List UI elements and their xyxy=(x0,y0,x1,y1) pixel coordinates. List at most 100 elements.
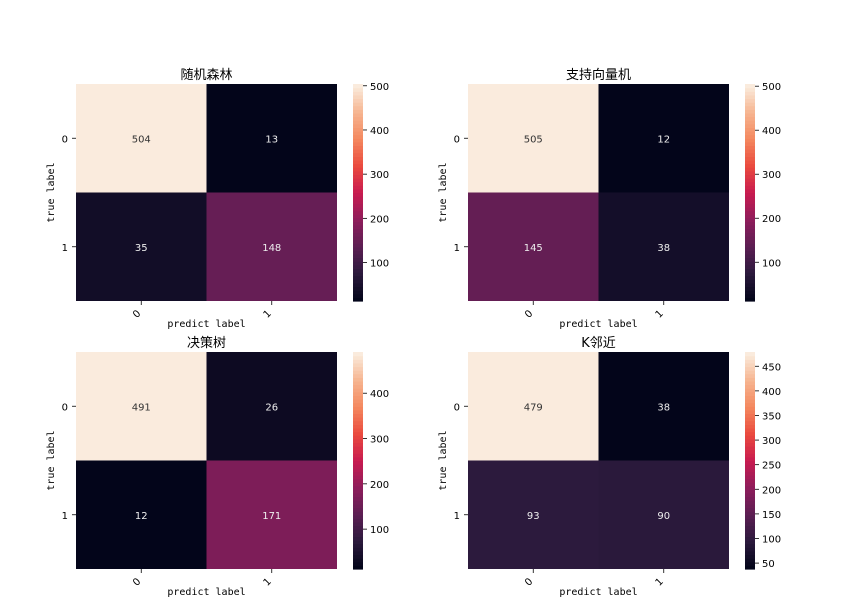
colorbar-segment xyxy=(353,431,363,436)
colorbar-segment xyxy=(745,235,755,241)
colorbar-tick-label: 300 xyxy=(762,170,781,181)
panel-title: 支持向量机 xyxy=(566,67,631,83)
x-axis-label: predict label xyxy=(167,319,245,330)
colorbar-segment xyxy=(353,206,363,212)
colorbar-segment xyxy=(745,188,755,194)
colorbar-segment xyxy=(745,94,755,100)
colorbar-segment xyxy=(353,120,363,125)
colorbar-segment xyxy=(353,109,363,114)
colorbar-segment xyxy=(353,547,363,552)
x-tick-label: 0 xyxy=(131,576,143,588)
colorbar-segment xyxy=(353,507,363,512)
colorbar-segment xyxy=(353,467,363,472)
colorbar-segment xyxy=(745,529,755,534)
cell-value-label: 12 xyxy=(135,511,148,522)
colorbar-tick-label: 350 xyxy=(762,411,781,422)
colorbar-segment xyxy=(745,185,755,190)
colorbar-tick-label: 400 xyxy=(762,126,781,137)
colorbar-tick-label: 500 xyxy=(762,82,781,93)
colorbar-segment xyxy=(353,297,363,302)
colorbar-segment xyxy=(745,485,755,491)
colorbar-segment xyxy=(353,525,363,530)
heatmap-cell xyxy=(468,84,599,193)
colorbar-segment xyxy=(745,395,755,400)
colorbar-segment xyxy=(353,127,363,132)
colorbar-segment xyxy=(745,449,755,454)
colorbar-tick-label: 200 xyxy=(370,480,389,491)
colorbar-segment xyxy=(745,471,755,476)
colorbar-segment xyxy=(353,395,363,400)
colorbar-tick-label: 200 xyxy=(762,214,781,225)
cell-value-label: 93 xyxy=(527,511,540,522)
colorbar-segment xyxy=(353,261,363,266)
panel-title: 决策树 xyxy=(187,335,226,351)
colorbar-segment xyxy=(353,493,363,498)
colorbar-segment xyxy=(353,438,363,444)
colorbar-segment xyxy=(745,561,755,566)
colorbar-segment xyxy=(353,503,363,509)
colorbar-segment xyxy=(745,159,755,165)
y-tick-label: 1 xyxy=(62,243,68,254)
colorbar-segment xyxy=(745,543,755,548)
y-tick-label: 1 xyxy=(454,511,460,522)
colorbar-segment xyxy=(353,149,363,154)
colorbar-segment xyxy=(353,243,363,248)
colorbar-tick-label: 400 xyxy=(370,389,389,400)
cell-value-label: 38 xyxy=(657,243,670,254)
heatmap-cell xyxy=(598,84,729,193)
colorbar-segment xyxy=(745,228,755,233)
colorbar-segment xyxy=(353,554,363,559)
colorbar-segment xyxy=(745,352,755,357)
colorbar-segment xyxy=(353,196,363,201)
colorbar-segment xyxy=(745,152,755,157)
colorbar-segment xyxy=(353,221,363,226)
colorbar-segment xyxy=(353,152,363,157)
colorbar-segment xyxy=(353,181,363,186)
cell-value-label: 171 xyxy=(262,511,281,522)
colorbar-segment xyxy=(353,163,363,168)
colorbar-segment xyxy=(745,493,755,498)
colorbar-segment xyxy=(745,279,755,284)
y-axis-label: true label xyxy=(438,430,449,490)
colorbar-segment xyxy=(745,467,755,472)
colorbar-segment xyxy=(353,123,363,128)
heatmap-cell xyxy=(598,460,729,569)
colorbar-segment xyxy=(353,402,363,407)
colorbar-segment xyxy=(353,540,363,545)
colorbar-segment xyxy=(745,446,755,451)
x-tick-label: 1 xyxy=(654,576,666,588)
colorbar-segment xyxy=(745,507,755,512)
colorbar-segment xyxy=(745,134,755,139)
colorbar-segment xyxy=(745,246,755,251)
colorbar-segment xyxy=(745,489,755,494)
colorbar-segment xyxy=(745,518,755,523)
colorbar-segment xyxy=(353,417,363,422)
colorbar-segment xyxy=(353,192,363,197)
heatmap-cell xyxy=(76,84,207,193)
colorbar-segment xyxy=(353,239,363,244)
colorbar-segment xyxy=(353,377,363,382)
colorbar-segment xyxy=(353,188,363,194)
colorbar-segment xyxy=(745,141,755,147)
colorbar-segment xyxy=(353,500,363,505)
heatmap-cell xyxy=(206,352,337,461)
colorbar-segment xyxy=(353,388,363,393)
colorbar-segment xyxy=(745,482,755,487)
heatmap-cell xyxy=(468,460,599,569)
colorbar-segment xyxy=(745,170,755,176)
colorbar-segment xyxy=(745,149,755,154)
colorbar-tick-label: 500 xyxy=(370,82,389,93)
colorbar-segment xyxy=(745,250,755,255)
x-tick-label: 0 xyxy=(523,576,535,588)
colorbar-segment xyxy=(353,453,363,458)
colorbar-segment xyxy=(353,98,363,103)
colorbar-segment xyxy=(745,192,755,197)
x-tick-label: 1 xyxy=(654,308,666,320)
heatmap-panel: 决策树 491 26 12 171 0 1 0 1 predict label true label… xyxy=(46,335,389,598)
colorbar-segment xyxy=(353,489,363,494)
colorbar-segment xyxy=(745,503,755,509)
colorbar-segment xyxy=(745,521,755,527)
colorbar-segment xyxy=(353,471,363,476)
colorbar-segment xyxy=(353,102,363,107)
